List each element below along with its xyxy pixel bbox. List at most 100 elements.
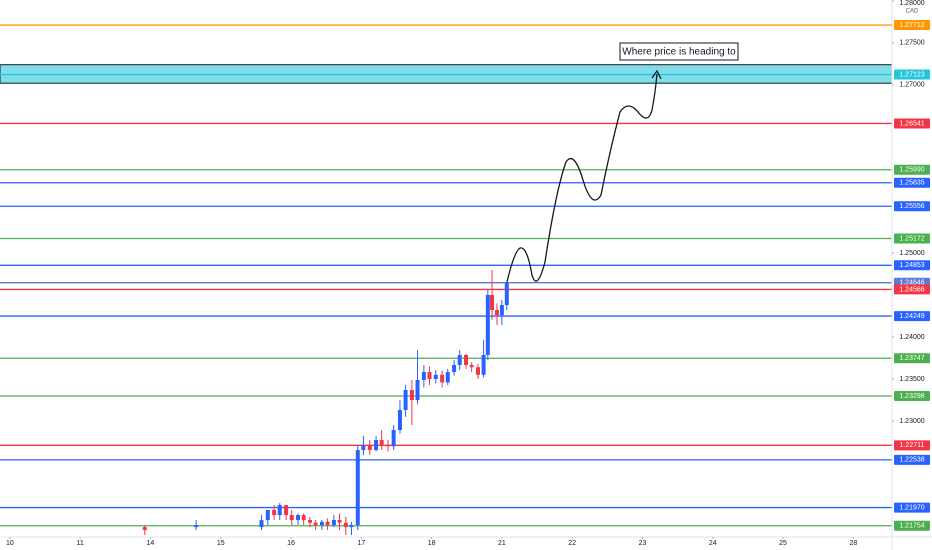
candle-body: [301, 515, 306, 521]
x-tick-label: 25: [779, 540, 787, 547]
y-tick-label: 1.25000: [899, 250, 924, 257]
level-label-bg: [894, 353, 930, 364]
candle-body: [277, 505, 282, 516]
y-tick-label: 1.27500: [899, 40, 924, 47]
currency: CAD: [906, 9, 919, 15]
candle-body: [374, 440, 379, 451]
candle-body: [307, 520, 312, 523]
level-label: 1.22711: [900, 442, 925, 449]
level-label-bg: [894, 201, 930, 212]
x-tick-label: 24: [709, 540, 717, 547]
candle-body: [313, 522, 318, 526]
x-tick-label: 18: [428, 540, 436, 547]
candle-body: [331, 520, 336, 526]
levels-layer: [0, 24, 892, 527]
candle-body: [361, 444, 366, 451]
level-label: 1.24249: [899, 313, 924, 320]
candle-body: [397, 410, 402, 431]
candle-body: [485, 294, 490, 355]
candle-body: [499, 305, 504, 316]
level-label-bg: [894, 284, 930, 295]
level-label-bg: [894, 164, 930, 175]
level-label-bg: [894, 260, 930, 271]
candle-body: [440, 374, 445, 383]
candle-body: [194, 525, 199, 528]
projection-curve: [506, 73, 658, 283]
candle-body: [490, 294, 495, 311]
candle-body: [421, 372, 426, 381]
annotation-box: [619, 42, 739, 61]
level-label-bg: [894, 118, 930, 129]
level-label: 1.25172: [899, 235, 924, 242]
y-tick-label: 1.24000: [899, 334, 924, 341]
x-tick-label: 11: [76, 540, 83, 547]
candle-body: [379, 440, 384, 445]
candles-layer: [142, 269, 509, 536]
candle-body: [457, 354, 462, 365]
candle-body: [367, 444, 372, 451]
level-label-bg: [894, 69, 930, 80]
candle-body: [494, 310, 499, 316]
level-label-bg: [894, 454, 930, 465]
level-label-bg: [894, 520, 930, 531]
x-tick-label: 23: [639, 540, 647, 547]
candle-body: [445, 372, 450, 383]
candle-body: [464, 354, 469, 365]
candle-body: [284, 505, 289, 516]
candle-body: [481, 354, 486, 375]
candle-body: [386, 444, 391, 447]
annotation: Where price is heading to: [622, 47, 736, 58]
x-tick-label: 28: [849, 540, 857, 547]
candle-body: [265, 510, 270, 521]
level-label: 1.23298: [899, 393, 924, 400]
candle-body: [319, 521, 324, 526]
level-label-bg: [894, 440, 930, 451]
level-label: 1.27712: [899, 22, 924, 29]
level-label: 1.25990: [899, 167, 924, 174]
candle-body: [391, 430, 396, 447]
candle-body: [259, 520, 264, 528]
y-tick-label: 1.27000: [899, 82, 924, 89]
candle-body: [504, 282, 509, 306]
projection-arrowhead: [651, 69, 662, 80]
candle-body: [415, 380, 420, 401]
candle-body: [427, 372, 432, 380]
level-label-bg: [894, 20, 930, 31]
candle-body: [142, 527, 147, 531]
x-tick-label: 16: [287, 540, 295, 547]
y-tick-label: 1.23000: [899, 418, 924, 425]
level-label: 1.23747: [899, 355, 924, 362]
level-label: 1.24566: [899, 286, 924, 293]
level-label: 1.24853: [899, 262, 924, 269]
y-tick-label: 1.28000: [899, 0, 924, 7]
candle-body: [337, 520, 342, 523]
candle-body: [272, 510, 277, 516]
x-tick-label: 15: [217, 540, 225, 547]
candle-body: [452, 364, 457, 373]
level-label: 1.27123: [899, 71, 924, 78]
candle-body: [343, 522, 348, 528]
level-label-bg: [894, 502, 930, 513]
candle-body: [355, 450, 360, 526]
candle-body: [296, 515, 301, 521]
level-label-bg: [894, 311, 930, 322]
level-label: 1.21754: [899, 523, 924, 530]
candle-body: [469, 364, 474, 368]
level-label: 1.22538: [899, 457, 924, 464]
x-tick-label: 21: [498, 540, 506, 547]
level-label: 1.26541: [899, 120, 924, 127]
candle-body: [403, 390, 408, 411]
candle-body: [433, 374, 438, 380]
x-tick-label: 22: [568, 540, 576, 547]
level-label-bg: [894, 233, 930, 244]
level-label: 1.25835: [899, 180, 924, 187]
level-label-bg: [894, 390, 930, 401]
axis-layer: 10 11 14 15 16 17 18 21 22 23 24 25 28 1.28000 1.27500…: [6, 0, 930, 547]
candle-body: [325, 521, 330, 526]
level-label-bg: [894, 177, 930, 188]
x-tick-label: 17: [357, 540, 365, 547]
x-tick-label: 10: [6, 540, 14, 547]
candle-body: [409, 390, 414, 401]
